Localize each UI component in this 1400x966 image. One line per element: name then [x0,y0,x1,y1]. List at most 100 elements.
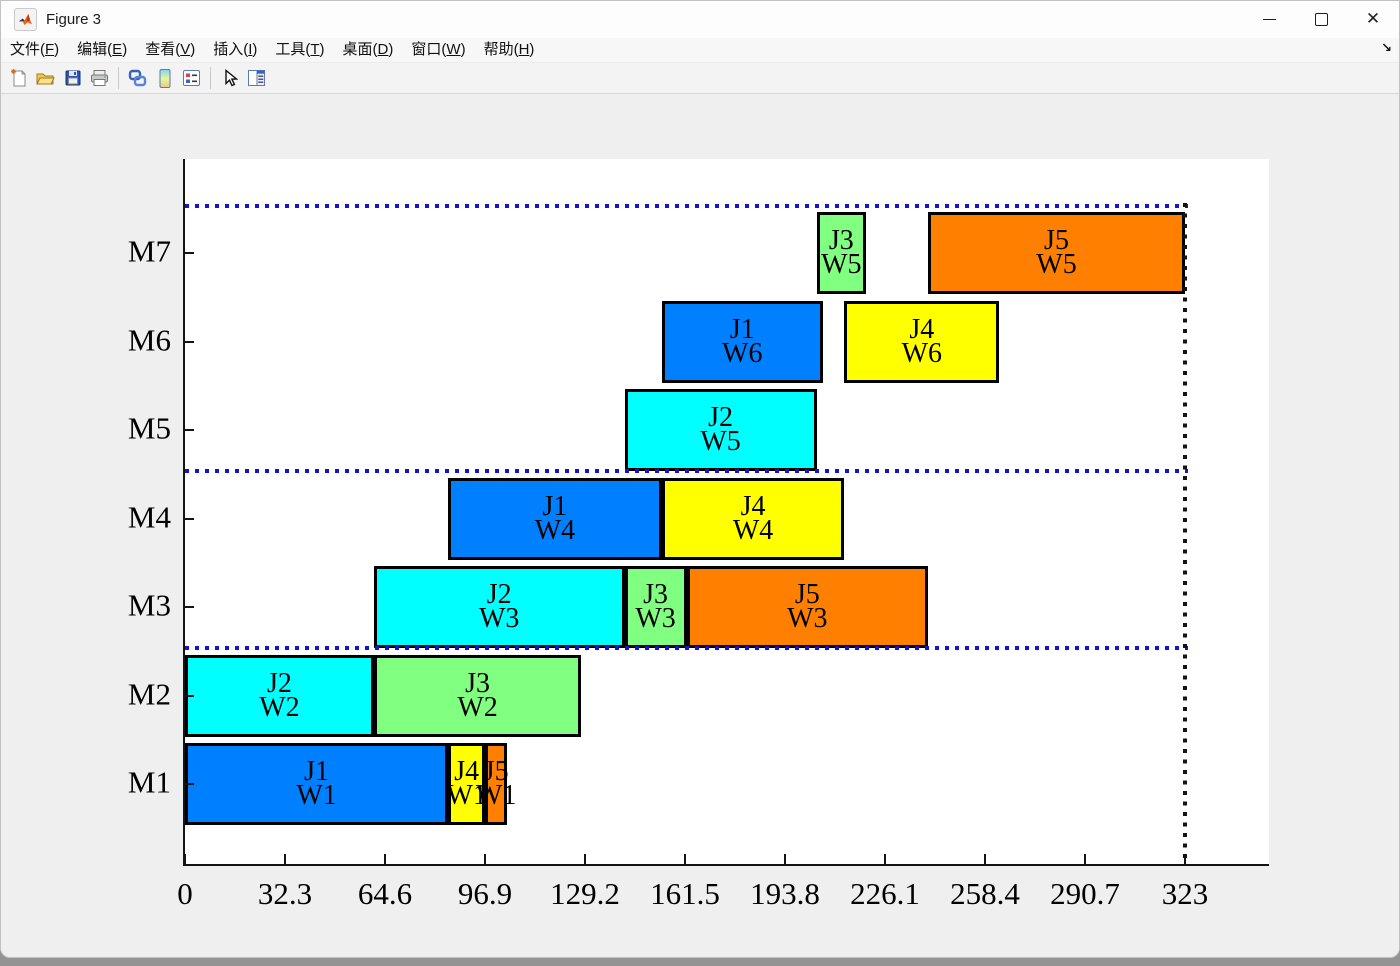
y-axis-label-m1: M1 [127,764,171,800]
legend-icon[interactable] [178,65,205,91]
menubar: 文件(F) 编辑(E) 查看(V) 插入(I) 工具(T) 桌面(D) 窗口(W) 帮助(H)… [1,38,1399,63]
gantt-bar-j1-m1: J1 W1 [185,743,449,825]
menu-item-t[interactable]: 工具(T) [275,41,325,58]
matlab-icon [14,8,37,31]
x-tick [584,854,586,864]
print-icon[interactable] [86,65,113,91]
makespan-line [1183,203,1187,864]
gantt-bar-j2-m5: J2 W5 [624,389,817,471]
gantt-bar-label: J5 W1 [475,756,517,811]
gantt-bar-j4-m4: J4 W4 [661,477,845,560]
toolbar [1,63,1399,94]
x-axis-label: 96.9 [457,876,513,911]
minimize-button[interactable] [1243,1,1295,38]
gantt-bar-j3-m2: J3 W2 [373,654,582,737]
y-axis-label-m3: M3 [127,587,171,623]
worker-zone-divider-line [185,204,1188,208]
menu-item-w[interactable]: 窗口(W) [411,41,466,58]
toolbar-separator [210,67,211,89]
close-button[interactable]: ✕ [1347,1,1399,38]
open-folder-icon[interactable] [32,65,59,91]
gantt-bar-j5-m3: J5 W3 [686,566,929,648]
x-axis-label: 161.5 [650,876,720,911]
gantt-bar-label: J4 W1 [446,756,487,811]
x-tick [484,854,486,864]
x-tick [184,854,186,864]
x-tick [284,854,286,864]
menu-item-f[interactable]: 文件(F) [10,41,60,58]
y-tick [185,606,194,608]
gantt-bar-j5-m1: J5 W1 [476,743,516,825]
x-tick [784,854,786,864]
window-controls: ✕ [1243,1,1399,38]
gantt-bar-label: J2 W2 [259,667,300,723]
y-axis-label-m2: M2 [127,676,171,712]
y-axis-label-m6: M6 [127,322,171,358]
edit-arrow-icon[interactable] [216,65,243,91]
gantt-bar-j1-m6: J1 W6 [661,300,823,383]
dock-panel-icon[interactable] [243,65,270,91]
maximize-icon [1314,13,1328,26]
titlebar: Figure 3 ✕ [1,1,1399,38]
x-axis-label: 0 [177,876,193,911]
link-plot-icon[interactable] [124,65,151,91]
x-tick [884,854,886,864]
menu-item-v[interactable]: 查看(V) [145,41,196,58]
x-axis-label: 64.6 [357,876,413,911]
minimize-icon [1262,19,1276,20]
gantt-bar-j2-m3: J2 W3 [373,566,625,648]
gantt-bar-j1-m4: J1 W4 [448,477,662,560]
y-tick [185,783,194,785]
x-axis-label: 226.1 [850,876,920,911]
y-axis-label-m7: M7 [127,233,171,269]
menu-item-d[interactable]: 桌面(D) [342,41,394,58]
colorbar-icon[interactable] [151,65,178,91]
gantt-bar-label: J4 W4 [732,490,774,546]
menu-item-i[interactable]: 插入(I) [213,41,258,58]
figure-canvas: M1 M2 M3 M4 M5 M6 M7 0 32.3 64.6 96.9 129.2 161.5 193… [1,94,1399,957]
gantt-bar-j3-m7: J3 W5 [816,212,867,294]
x-tick [984,854,986,864]
menu-item-h[interactable]: 帮助(H) [483,41,535,58]
worker-zone-divider-line [185,646,1188,650]
x-axis-label: 32.3 [257,876,313,911]
x-axis-label: 258.4 [950,876,1020,911]
gantt-bar-j4-m6: J4 W6 [844,300,1000,383]
y-tick [185,340,194,343]
y-tick [185,517,194,520]
x-axis-label: 290.7 [1050,876,1120,911]
toolbar-separator [118,67,119,89]
x-tick [684,854,686,864]
gantt-bar-label: J1 W6 [722,313,763,369]
gantt-bar-label: J5 W5 [1036,225,1077,280]
save-icon[interactable] [59,65,86,91]
gantt-bar-j5-m7: J5 W5 [928,212,1185,294]
menu-item-e[interactable]: 编辑(E) [77,41,128,58]
gantt-bar-label: J1 W4 [534,490,576,546]
gantt-bar-j3-m3: J3 W3 [624,566,687,648]
menu-overflow-arrow[interactable]: ↘ [1381,40,1392,55]
gantt-bar-label: J4 W6 [901,313,943,369]
worker-zone-divider-line [185,469,1188,473]
gantt-bar-label: J2 W5 [700,402,741,457]
gantt-bar-label: J5 W3 [787,579,828,634]
gantt-bar-label: J2 W3 [479,579,520,634]
y-axis-label-m4: M4 [127,499,171,535]
gantt-bar-label: J3 W2 [457,667,498,723]
x-axis-label: 129.2 [550,876,620,911]
x-axis-label: 323 [1161,876,1209,911]
close-icon: ✕ [1365,9,1381,29]
gantt-bar-label: J3 W5 [821,225,862,280]
gantt-bar-j2-m2: J2 W2 [185,654,374,737]
y-tick [185,429,194,431]
maximize-button[interactable] [1295,1,1347,38]
gantt-bar-j4-m1: J4 W1 [446,743,487,825]
gantt-plot-area: M1 M2 M3 M4 M5 M6 M7 0 32.3 64.6 96.9 129.2 161.5 193… [128,159,1269,911]
gantt-bar-label: J3 W3 [635,579,676,634]
y-axis-label-m5: M5 [127,410,171,446]
y-tick [185,694,194,697]
x-tick [1084,854,1086,864]
window-title: Figure 3 [46,11,102,28]
new-document-icon[interactable] [5,65,32,91]
x-tick [384,854,386,864]
